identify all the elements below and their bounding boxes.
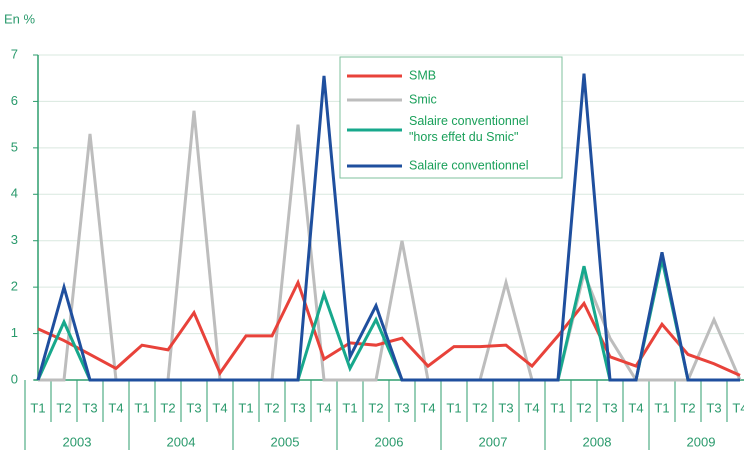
x-tick-label: T1 <box>134 400 149 415</box>
x-tick-label: T3 <box>394 400 409 415</box>
y-tick-label: 5 <box>11 139 18 154</box>
x-tick-label: T2 <box>160 400 175 415</box>
x-tick-label: T1 <box>446 400 461 415</box>
series-line <box>36 258 740 382</box>
x-tick-label: T3 <box>498 400 513 415</box>
series-line <box>36 73 740 382</box>
x-tick-label: T4 <box>212 400 227 415</box>
x-tick-label: T1 <box>342 400 357 415</box>
x-tick-label: T2 <box>264 400 279 415</box>
x-tick-label: T3 <box>602 400 617 415</box>
year-label: 2008 <box>583 434 612 449</box>
x-tick-label: T4 <box>732 400 744 415</box>
x-tick-label: T1 <box>238 400 253 415</box>
x-tick-label: T4 <box>524 400 539 415</box>
year-label: 2005 <box>271 434 300 449</box>
legend: SMB Smic Salaire conventionnel "hors effet… <box>339 56 563 179</box>
x-tick-label: T4 <box>628 400 643 415</box>
legend-label: Salaire conventionnel "hors effet du Smi… <box>409 114 532 144</box>
y-axis-label: En % <box>4 11 36 26</box>
x-tick-label: T4 <box>108 400 123 415</box>
x-tick-label: T3 <box>82 400 97 415</box>
year-label: 2007 <box>479 434 508 449</box>
y-tick-label: 7 <box>11 46 18 61</box>
x-tick-label: T2 <box>680 400 695 415</box>
x-tick-label: T2 <box>368 400 383 415</box>
legend-label: Smic <box>409 92 437 106</box>
y-tick-label: 2 <box>11 279 18 294</box>
legend-label: SMB <box>409 68 436 82</box>
y-tick-label: 0 <box>11 371 18 386</box>
x-tick-label: T4 <box>316 400 331 415</box>
x-tick-label: T3 <box>186 400 201 415</box>
y-tick-label: 6 <box>11 93 18 108</box>
year-label: 2009 <box>687 434 716 449</box>
x-tick-label: T4 <box>420 400 435 415</box>
year-label: 2003 <box>63 434 92 449</box>
x-tick-label: T1 <box>550 400 565 415</box>
y-tick-label: 3 <box>11 232 18 247</box>
x-tick-label: T3 <box>706 400 721 415</box>
x-tick-label: T2 <box>56 400 71 415</box>
y-tick-label: 1 <box>11 325 18 340</box>
year-label: 2004 <box>167 434 196 449</box>
x-tick-label: T1 <box>30 400 45 415</box>
x-tick-label: T3 <box>290 400 305 415</box>
x-tick-label: T2 <box>472 400 487 415</box>
x-tick-label: T1 <box>654 400 669 415</box>
year-label: 2006 <box>375 434 404 449</box>
legend-label: Salaire conventionnel <box>409 158 529 172</box>
series-line <box>37 278 741 377</box>
x-tick-label: T2 <box>576 400 591 415</box>
y-tick-label: 4 <box>11 186 18 201</box>
